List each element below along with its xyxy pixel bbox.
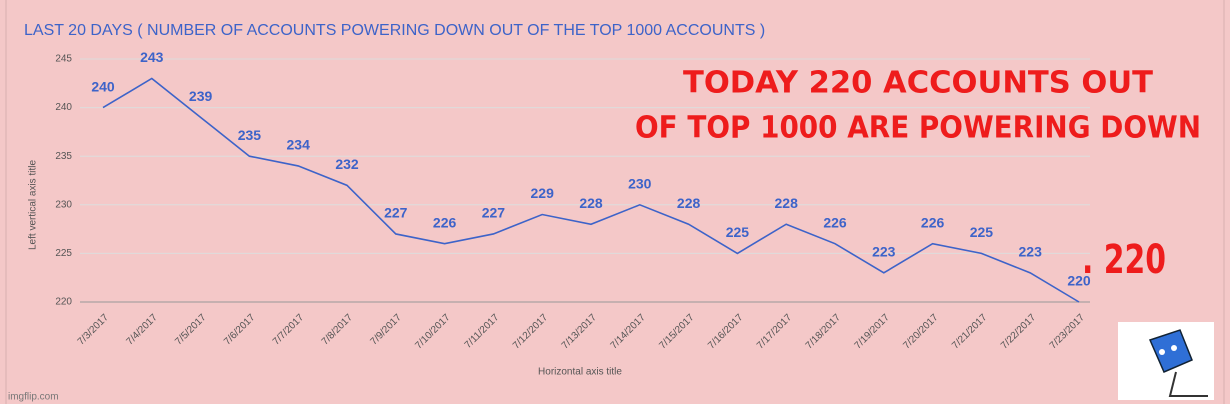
data-label: 223 <box>872 244 896 260</box>
data-label: 228 <box>775 195 799 211</box>
data-label: 243 <box>140 49 164 65</box>
data-label: 234 <box>287 137 311 153</box>
data-label: 226 <box>921 214 945 230</box>
data-label: 228 <box>579 195 603 211</box>
annotation: TODAY 220 ACCOUNTS OUT <box>683 66 1154 101</box>
line <box>102 77 1080 303</box>
data-label: 239 <box>189 88 213 104</box>
data-label: 220 <box>1067 273 1091 289</box>
data-label: 230 <box>628 176 652 192</box>
data-label: 227 <box>482 205 506 221</box>
y-tick-label: 245 <box>55 54 72 65</box>
data-label: 228 <box>677 195 701 211</box>
data-label: 229 <box>531 185 555 201</box>
y-tick-label: 235 <box>55 151 72 162</box>
y-axis-title: Left vertical axis title <box>28 160 39 250</box>
annotation: . 220 <box>1082 237 1166 283</box>
x-axis-title: Horizontal axis title <box>538 367 622 378</box>
chart-title: LAST 20 DAYS ( NUMBER OF ACCOUNTS POWERI… <box>24 22 765 39</box>
y-tick-label: 240 <box>55 102 72 113</box>
watermark: imgflip.com <box>8 392 59 403</box>
data-label: 223 <box>1019 244 1043 260</box>
annotation: OF TOP 1000 ARE POWERING DOWN <box>635 111 1201 146</box>
y-tick-label: 225 <box>55 248 72 259</box>
data-label: 225 <box>970 224 994 240</box>
y-tick-label: 220 <box>55 297 72 308</box>
y-tick-label: 230 <box>55 199 72 210</box>
data-label: 226 <box>823 214 847 230</box>
mascot-icon <box>1118 322 1214 400</box>
data-label: 226 <box>433 214 457 230</box>
data-label: 235 <box>238 127 262 143</box>
data-label: 227 <box>384 205 408 221</box>
data-label: 225 <box>726 224 750 240</box>
data-label: 232 <box>335 156 359 172</box>
data-label: 240 <box>91 78 115 94</box>
